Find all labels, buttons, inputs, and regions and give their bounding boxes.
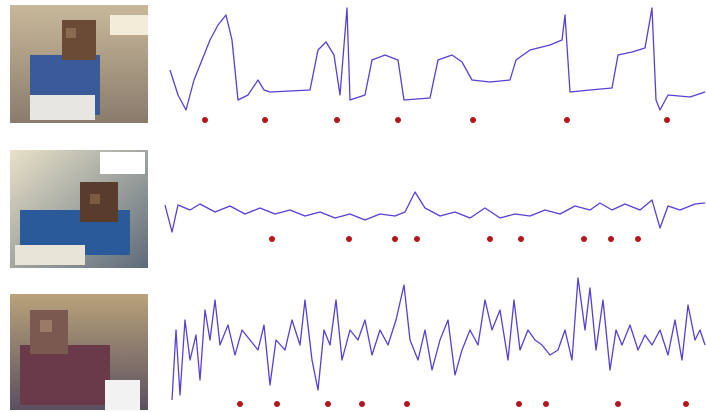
event-dot [237,401,243,407]
event-dot [269,236,275,242]
event-dot [274,401,280,407]
signal-line [164,191,706,233]
event-dot [487,236,493,242]
event-dot [334,117,340,123]
photo [10,5,148,123]
event-dot [543,401,549,407]
event-dot [518,236,524,242]
signal-line [169,7,706,111]
event-dot [414,236,420,242]
event-dot [325,401,331,407]
event-dot [202,117,208,123]
event-dot [635,236,641,242]
event-dot [608,236,614,242]
event-dot [516,401,522,407]
event-dot [346,236,352,242]
event-dot [392,236,398,242]
photo [10,150,148,268]
event-dot [262,117,268,123]
event-dot [683,401,689,407]
event-dot [615,401,621,407]
event-dot [664,117,670,123]
signal-line [171,277,706,401]
event-dot [404,401,410,407]
event-dot [470,117,476,123]
photo [10,294,148,410]
event-dot [581,236,587,242]
event-dot [564,117,570,123]
event-dot [359,401,365,407]
event-dot [395,117,401,123]
